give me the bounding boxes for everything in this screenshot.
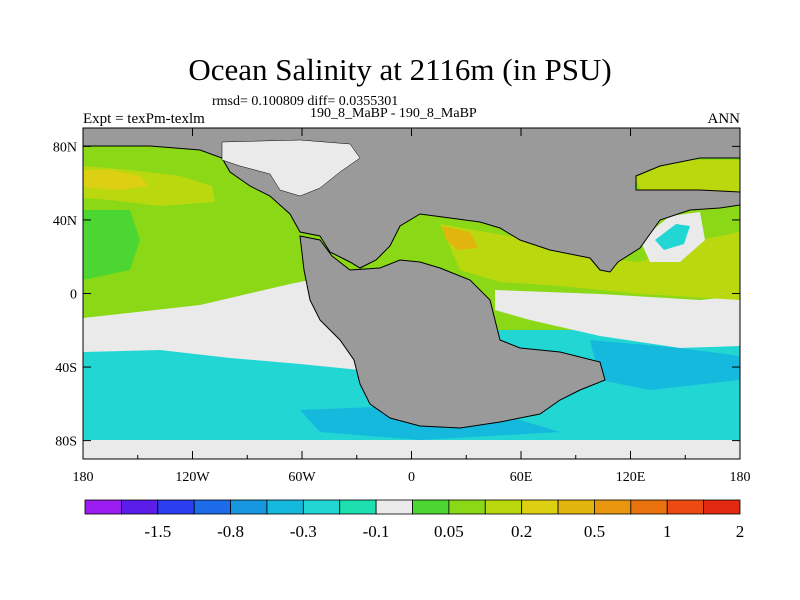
x-tick-label: 120W <box>175 470 210 485</box>
x-axis: 180 120W 60W 0 60E 120E 180 <box>73 128 751 485</box>
antarctic-strip <box>83 440 740 459</box>
x-tick-label: 60E <box>510 470 533 485</box>
season-label: ANN <box>707 111 741 127</box>
y-tick-label: 40S <box>55 361 77 376</box>
colorbar-label: 1 <box>663 522 672 541</box>
colorbar-box <box>557 499 595 515</box>
colorbar-box <box>120 499 159 515</box>
colorbar-box <box>594 499 632 515</box>
gondwana-land <box>299 235 606 429</box>
west-pacific-green <box>83 210 140 280</box>
x-tick-label: 180 <box>73 470 94 485</box>
tropical-pacific-band <box>83 268 380 372</box>
y-tick-label: 40N <box>53 214 77 229</box>
asia-cyan-patch <box>655 224 690 250</box>
colorbar-box <box>230 499 268 515</box>
chart-title: Ocean Salinity at 2116m (in PSU) <box>188 52 612 87</box>
colorbar-box <box>484 499 523 515</box>
south-indian-blue <box>590 340 740 390</box>
colorbar-label: 0.2 <box>511 522 532 541</box>
y-tick-label: 0 <box>70 288 77 303</box>
colorbar-label: -0.1 <box>363 522 390 541</box>
y-tick-label: 80S <box>55 435 77 450</box>
colorbar-box <box>302 499 341 515</box>
map-field <box>83 128 740 459</box>
colorbar-label: 0.5 <box>584 522 605 541</box>
indian-white-band <box>495 290 740 348</box>
colorbar-label: -1.5 <box>144 522 171 541</box>
colorbar-box <box>266 499 304 515</box>
y-axis: 80N 40N 0 40S 80S <box>53 140 740 450</box>
x-tick-label: 60W <box>288 470 316 485</box>
center-subtitle: 190_8_MaBP - 190_8_MaBP <box>310 106 477 121</box>
tethys-ocean <box>440 224 740 300</box>
arctic-white-ice <box>221 139 361 197</box>
colorbar-box <box>157 499 195 515</box>
colorbar-label: -0.8 <box>217 522 244 541</box>
colorbar-box <box>84 499 122 515</box>
hotspot-core <box>83 170 148 190</box>
colorbar-box <box>521 499 559 515</box>
colorbar-box <box>412 499 450 515</box>
x-tick-label: 180 <box>730 470 751 485</box>
colorbar-label: -0.3 <box>290 522 317 541</box>
stats-subtitle: rmsd= 0.100809 diff= 0.0355301 <box>212 94 399 109</box>
y-tick-label: 80N <box>53 140 77 155</box>
x-tick-label: 0 <box>408 470 415 485</box>
colorbar-box <box>666 499 705 515</box>
colorbar-box <box>193 499 231 515</box>
colorbar: -1.5 -0.8 -0.3 -0.1 0.05 0.2 0.5 1 2 <box>84 499 745 541</box>
colorbar-box <box>448 499 486 515</box>
experiment-label: Expt = texPm-texlm <box>83 111 205 127</box>
colorbar-label: 0.05 <box>434 522 464 541</box>
colorbar-box <box>703 499 741 515</box>
colorbar-box <box>375 499 413 515</box>
colorbar-box <box>630 499 668 515</box>
x-tick-label: 120E <box>616 470 646 485</box>
tethys-orange <box>442 226 478 250</box>
colorbar-box <box>339 499 377 515</box>
colorbar-label: 2 <box>736 522 745 541</box>
